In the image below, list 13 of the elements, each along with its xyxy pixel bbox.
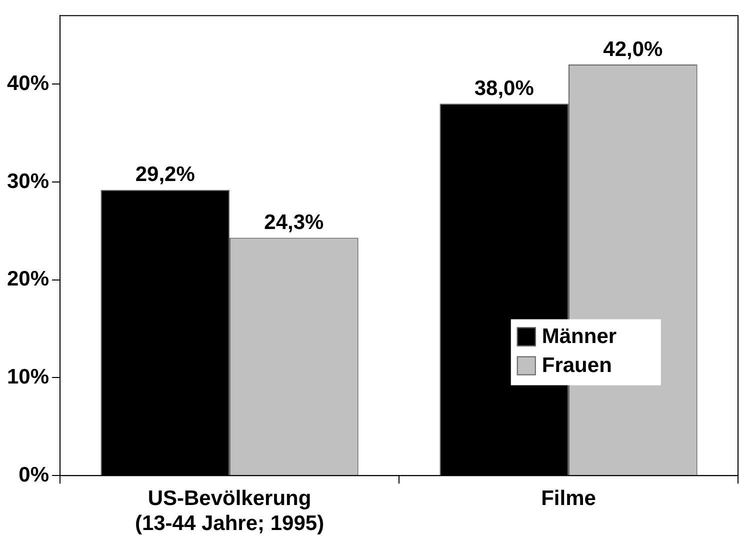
data-label: 38,0%: [474, 76, 534, 100]
x-tick-label: Filme: [541, 486, 596, 510]
legend-label: Frauen: [542, 354, 612, 377]
data-label: 29,2%: [135, 163, 196, 186]
y-tick-label: 20%: [7, 268, 50, 291]
y-tick-label: 40%: [7, 72, 50, 95]
y-tick-label: 30%: [7, 170, 50, 193]
y-tick-label: 0%: [18, 463, 50, 486]
x-tick-label: US-Bevölkerung (13-44 Jahre; 1995): [134, 486, 324, 536]
legend-label: Männer: [542, 324, 617, 348]
data-label: 42,0%: [603, 38, 664, 61]
data-label: 24,3%: [264, 211, 324, 234]
y-tick-label: 10%: [7, 366, 50, 389]
